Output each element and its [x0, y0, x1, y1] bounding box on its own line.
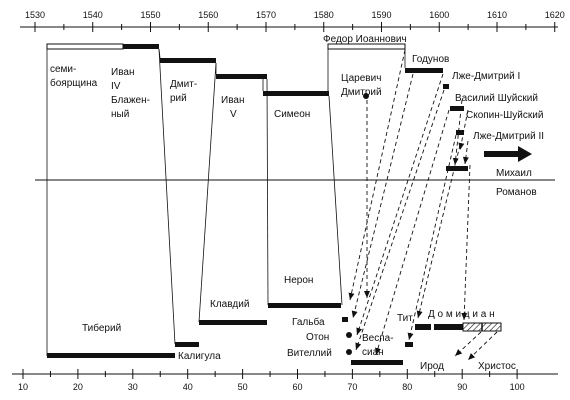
bar-shuisky	[450, 106, 464, 111]
bottom-labels: Тиберий Калигула Клавдий Нерон Гальба От…	[82, 275, 516, 372]
bottom-axis-ticks: 10 20 30 40 50 60 70 80 90 100	[18, 369, 525, 392]
top-axis-ticks: 1530 1540 1550 1560 1570 1580 1590 1600 1610 1620	[25, 10, 565, 32]
bar-dmitry	[160, 58, 216, 63]
bar-nero	[268, 303, 341, 308]
label-godunov: Годунов	[412, 54, 449, 65]
label-ivan-v-1: Иван	[221, 95, 244, 106]
bottom-tick-label: 50	[238, 382, 248, 392]
bar-titus	[405, 342, 413, 347]
bar-galba	[342, 317, 348, 322]
label-tsarevich-2: Дмитрий	[341, 87, 382, 98]
bar-false-dmitry-1	[443, 84, 449, 89]
top-axis: 1530 1540 1550 1560 1570 1580 1590 1600 1610 1620	[20, 10, 565, 32]
top-tick-label: 1560	[198, 10, 218, 20]
top-tick-label: 1610	[487, 10, 507, 20]
top-tick-label: 1620	[545, 10, 565, 20]
label-nero: Нерон	[284, 275, 313, 286]
top-tick-label: 1570	[256, 10, 276, 20]
label-domitian: Д о м и ц и а н	[428, 309, 495, 320]
label-caligula: Калигула	[178, 351, 221, 362]
bottom-tick-label: 100	[510, 382, 525, 392]
bar-domitian	[415, 324, 463, 330]
label-ivan-iv-4: ный	[111, 109, 129, 120]
roman-reign-bars	[47, 303, 502, 365]
bar-ivan-iv	[123, 44, 159, 49]
bar-godunov	[405, 68, 443, 73]
label-claudius: Клавдий	[210, 299, 249, 310]
label-false-dmitry-1: Лже-Дмитрий I	[452, 71, 520, 82]
top-connectors	[46, 48, 406, 356]
label-ivan-iv-2: IV	[111, 81, 121, 92]
label-otho: Отон	[306, 332, 329, 343]
bottom-tick-label: 30	[128, 382, 138, 392]
bar-fedor	[327, 43, 406, 50]
domitian-white-mark	[431, 324, 434, 330]
label-false-dmitry-2: Лже-Дмитрий II	[473, 131, 544, 142]
top-tick-label: 1600	[429, 10, 449, 20]
bar-simeon	[263, 91, 329, 96]
top-tick-label: 1550	[140, 10, 160, 20]
label-tsarevich-1: Царевич	[341, 73, 381, 84]
bar-false-dmitry-2	[446, 166, 468, 171]
label-vespasian-2: сиан	[362, 347, 384, 358]
label-christ: Христос	[478, 361, 516, 372]
label-ivan-iv-1: Иван	[111, 67, 134, 78]
tsarevich-dot	[363, 93, 369, 99]
mikhail-arrow-head	[518, 146, 532, 162]
label-fedor: Федор Иоаннович	[323, 34, 407, 45]
top-tick-label: 1590	[371, 10, 391, 20]
label-vespasian-1: Веспа-	[362, 333, 394, 344]
label-simeon: Симеон	[274, 109, 310, 120]
label-semiboyarshchina-1: семи-	[50, 64, 76, 75]
label-semiboyarshchina-2: боярщина	[50, 77, 98, 89]
label-ivan-v-2: V	[230, 109, 237, 120]
top-labels: семи- боярщина Иван IV Блажен- ный Дмит-…	[50, 34, 544, 198]
label-dmitry-1: Дмит-	[170, 79, 197, 90]
label-titus: Тит	[397, 313, 413, 324]
bar-skopin	[456, 130, 464, 135]
label-herod: Ирод	[420, 361, 444, 372]
bottom-tick-label: 80	[402, 382, 412, 392]
otho-dot	[346, 332, 352, 338]
bottom-tick-label: 10	[18, 382, 28, 392]
bottom-tick-label: 70	[347, 382, 357, 392]
label-shuisky: Василий Шуйский	[455, 93, 538, 104]
label-vitellius: Вителлий	[287, 348, 332, 359]
bottom-tick-label: 60	[292, 382, 302, 392]
label-romanov: Романов	[496, 187, 537, 198]
correspondence-arrows	[348, 49, 498, 361]
top-tick-label: 1580	[314, 10, 334, 20]
russian-reign-bars	[46, 43, 532, 171]
bar-mikhail	[484, 151, 520, 157]
bottom-tick-label: 20	[73, 382, 83, 392]
bar-claudius	[199, 320, 267, 325]
bottom-axis: 10 20 30 40 50 60 70 80 90 100	[12, 369, 558, 392]
vitellius-dot	[346, 349, 352, 355]
label-mikhail: Михаил	[496, 168, 532, 179]
label-skopin: Скопин-Шуйский	[466, 110, 543, 121]
label-tiberius: Тиберий	[82, 322, 121, 334]
top-tick-label: 1530	[25, 10, 45, 20]
bottom-tick-label: 90	[457, 382, 467, 392]
bar-vespasian	[351, 360, 403, 365]
bottom-tick-label: 40	[183, 382, 193, 392]
label-galba: Гальба	[292, 316, 325, 328]
label-dmitry-2: рий	[170, 93, 187, 104]
bar-ivan-v	[216, 74, 267, 79]
bar-semiboyarshchina	[46, 43, 124, 50]
top-tick-label: 1540	[83, 10, 103, 20]
bar-tiberius	[47, 353, 175, 358]
bar-caligula	[175, 342, 199, 347]
label-ivan-iv-3: Блажен-	[111, 95, 150, 106]
